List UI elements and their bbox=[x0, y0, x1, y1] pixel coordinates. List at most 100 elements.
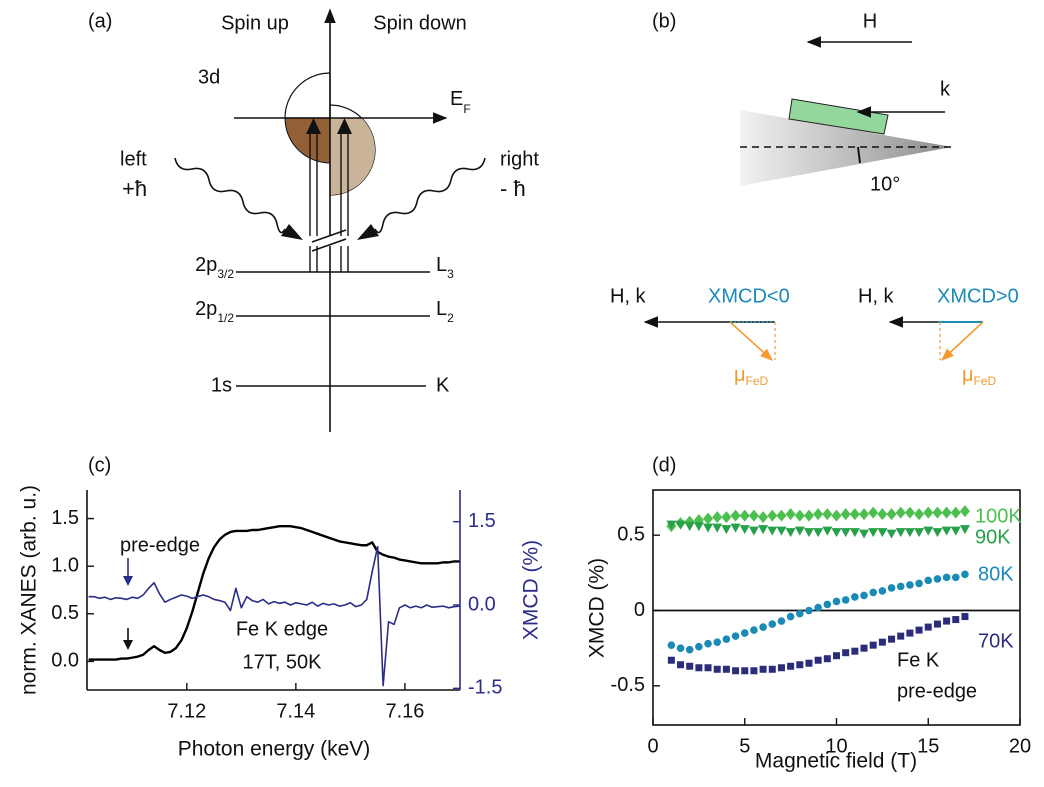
substrate bbox=[740, 110, 952, 186]
data-point bbox=[759, 623, 767, 631]
data-point bbox=[914, 508, 925, 521]
data-point bbox=[924, 576, 933, 585]
data-point bbox=[859, 529, 870, 539]
x-axis-label: Photon energy (keV) bbox=[178, 738, 371, 761]
arrow-head bbox=[123, 640, 133, 650]
sample bbox=[788, 98, 889, 135]
xmcd-sign: XMCD>0 bbox=[937, 285, 1019, 307]
data-point bbox=[813, 528, 824, 538]
data-point bbox=[832, 597, 841, 606]
data-point bbox=[786, 612, 795, 621]
data-point bbox=[886, 508, 897, 521]
data-point bbox=[933, 620, 941, 628]
data-point bbox=[831, 528, 842, 538]
y-tick-label: 1.5 bbox=[51, 507, 79, 529]
data-point bbox=[712, 511, 723, 524]
annotation: 17T, 50K bbox=[243, 651, 323, 673]
helicity-label: - ħ bbox=[500, 176, 526, 201]
data-point bbox=[823, 600, 832, 609]
data-point bbox=[897, 632, 905, 640]
data-point bbox=[667, 641, 676, 649]
panel-b: (b) H k 10° H, k XMCD<0 μFeD H, k XMCD>0… bbox=[610, 10, 1019, 388]
data-point bbox=[941, 506, 952, 519]
data-point bbox=[822, 526, 833, 536]
y2-tick-label: -1.5 bbox=[468, 677, 502, 699]
chart-title: (c) bbox=[88, 454, 111, 476]
y-tick-label: 0.0 bbox=[51, 650, 79, 672]
data-point bbox=[732, 667, 740, 675]
series-label: 90K bbox=[975, 526, 1011, 548]
moment-arrow bbox=[729, 321, 773, 361]
data-point bbox=[831, 509, 842, 522]
data-point bbox=[869, 641, 877, 649]
data-point bbox=[823, 655, 831, 663]
angle-label: 10° bbox=[870, 173, 900, 195]
angle-mark bbox=[857, 146, 861, 164]
data-point bbox=[704, 639, 712, 648]
x-tick-label: 10 bbox=[825, 735, 847, 757]
data-point bbox=[750, 667, 758, 675]
data-point bbox=[896, 582, 905, 591]
data-point bbox=[961, 613, 969, 621]
arrow-head bbox=[306, 118, 321, 134]
data-point bbox=[686, 662, 694, 670]
dos-up-filled bbox=[284, 117, 331, 164]
spin-down-label: Spin down bbox=[373, 12, 466, 34]
data-point bbox=[805, 606, 813, 615]
data-point bbox=[849, 508, 860, 521]
helicity-label: +ħ bbox=[122, 176, 147, 201]
data-point bbox=[904, 506, 915, 519]
y-tick-label: -0.5 bbox=[611, 674, 645, 696]
y-axis-label: norm. XANES (arb. u.) bbox=[18, 485, 41, 695]
data-point bbox=[675, 520, 686, 530]
data-point bbox=[794, 526, 805, 536]
data-point bbox=[704, 664, 712, 672]
data-point bbox=[943, 617, 951, 625]
data-point bbox=[932, 528, 943, 538]
data-point bbox=[932, 506, 943, 519]
xmcd-sign: XMCD<0 bbox=[708, 285, 790, 307]
data-point bbox=[677, 661, 685, 669]
data-point bbox=[841, 596, 850, 604]
helicity-label: right bbox=[500, 148, 539, 170]
y-tick-label: 0.5 bbox=[51, 602, 79, 624]
data-line bbox=[88, 545, 460, 687]
break-mark bbox=[311, 229, 347, 243]
panel-a: (a) Spin up Spin down 3d EF left +ħ righ… bbox=[88, 8, 539, 432]
break-mark bbox=[311, 238, 347, 252]
data-point bbox=[695, 664, 703, 672]
series-label: 100K bbox=[975, 505, 1022, 527]
direction-label: H, k bbox=[858, 285, 895, 307]
level-label: 2p1/2 bbox=[195, 298, 234, 325]
break bbox=[300, 236, 360, 246]
edge-label: K bbox=[436, 374, 450, 396]
data-point bbox=[952, 616, 960, 624]
data-point bbox=[915, 579, 923, 588]
data-point bbox=[722, 665, 730, 673]
data-point bbox=[878, 587, 887, 595]
text: L bbox=[436, 254, 447, 276]
data-point bbox=[721, 525, 732, 535]
y2-tick-label: 0.0 bbox=[468, 593, 496, 615]
data-point bbox=[748, 526, 759, 536]
series-label: 80K bbox=[978, 563, 1014, 585]
data-point bbox=[758, 511, 769, 524]
data-point bbox=[693, 522, 704, 532]
data-point bbox=[860, 644, 868, 652]
data-point bbox=[822, 508, 833, 521]
edge-label: L3 bbox=[436, 254, 454, 281]
data-point bbox=[796, 661, 804, 669]
data-point bbox=[777, 617, 786, 625]
data-point bbox=[842, 649, 850, 657]
data-point bbox=[739, 525, 750, 535]
arrow-head bbox=[357, 224, 379, 240]
data-point bbox=[667, 656, 675, 664]
data-point bbox=[859, 508, 870, 521]
data-point bbox=[776, 509, 787, 522]
data-point bbox=[768, 665, 776, 673]
subscript: FeD bbox=[974, 374, 997, 388]
data-point bbox=[794, 509, 805, 522]
data-point bbox=[951, 573, 960, 582]
data-point bbox=[739, 509, 750, 522]
data-point bbox=[959, 525, 970, 535]
